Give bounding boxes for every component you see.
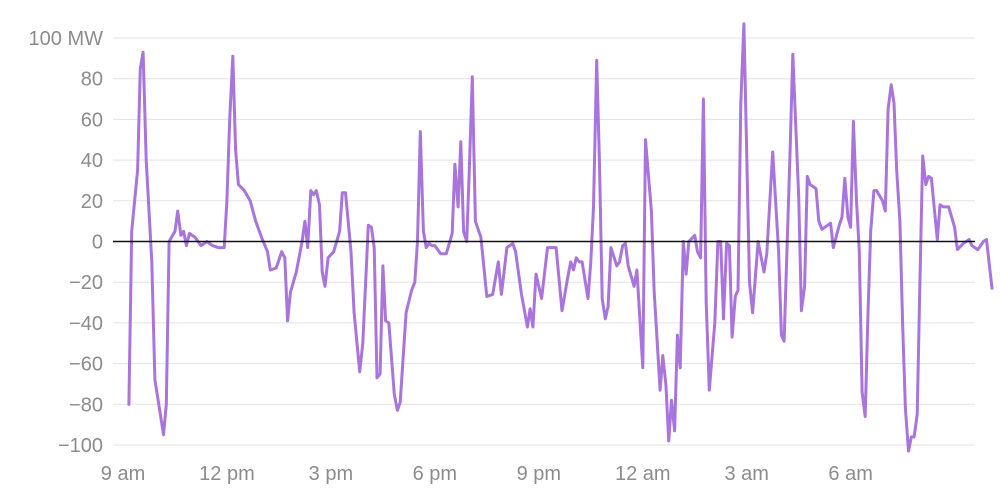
y-tick-label: −20 bbox=[69, 272, 103, 294]
y-tick-label: 40 bbox=[81, 150, 103, 172]
y-tick-label: 100 MW bbox=[29, 28, 104, 50]
series-line bbox=[127, 22, 994, 453]
y-tick-label: 20 bbox=[81, 191, 103, 213]
y-tick-label: −60 bbox=[69, 354, 103, 376]
x-tick-label: 12 am bbox=[615, 463, 671, 485]
y-tick-label: 0 bbox=[92, 232, 103, 254]
x-tick-label: 3 am bbox=[724, 463, 768, 485]
x-axis-tick-labels: 9 am 12 pm 3 pm 6 pm 9 pm 12 am 3 am 6 am bbox=[101, 463, 873, 485]
y-axis-tick-labels: 100 MW 80 60 40 20 0 −20 −40 −60 −80 −100 bbox=[29, 28, 104, 457]
y-tick-label: 80 bbox=[81, 69, 103, 91]
x-tick-label: 9 am bbox=[101, 463, 145, 485]
y-tick-label: −40 bbox=[69, 313, 103, 335]
x-tick-label: 3 pm bbox=[309, 463, 353, 485]
x-tick-label: 9 pm bbox=[517, 463, 561, 485]
x-tick-label: 6 am bbox=[828, 463, 872, 485]
y-tick-label: −80 bbox=[69, 394, 103, 416]
x-tick-label: 12 pm bbox=[199, 463, 255, 485]
series-layer bbox=[113, 22, 994, 453]
x-tick-label: 6 pm bbox=[413, 463, 457, 485]
y-tick-label: 60 bbox=[81, 109, 103, 131]
y-tick-label: −100 bbox=[58, 435, 103, 457]
